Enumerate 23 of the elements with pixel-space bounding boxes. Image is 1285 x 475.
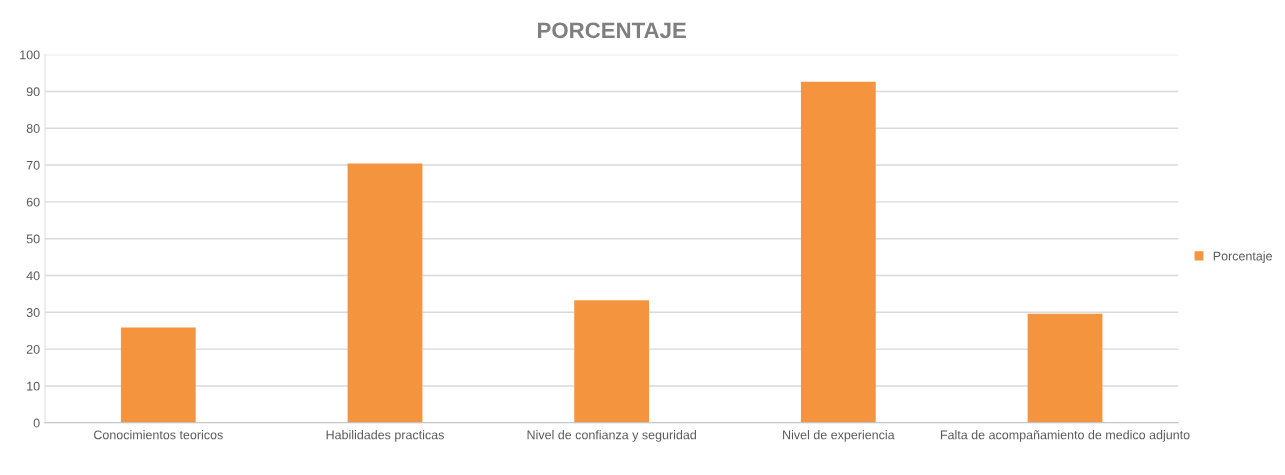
y-tick-label: 10: [27, 381, 40, 391]
y-tick-label: 50: [26, 234, 40, 244]
y-tick-label: 20: [26, 344, 40, 354]
x-tick-label: Habilidades practicas: [326, 430, 444, 442]
bar: [574, 300, 650, 423]
y-tick-label: 70: [26, 160, 40, 170]
y-tick-label: 80: [26, 124, 40, 133]
y-tick-label: 90: [26, 87, 40, 97]
chart-title: PORCENTAJE: [538, 22, 686, 39]
bar: [347, 163, 423, 423]
y-tick-label: 30: [26, 308, 40, 317]
x-tick-label: Conocimientos teoricos: [93, 430, 223, 440]
y-tick-label: 40: [26, 271, 40, 281]
y-tick-label: 0: [33, 418, 40, 428]
y-tick-label: 100: [20, 50, 40, 60]
bar: [800, 81, 876, 423]
y-tick-label: 60: [26, 197, 40, 207]
x-tick-label: Falta de acompañamiento de medico adjunto: [940, 430, 1190, 442]
bar: [1027, 313, 1103, 423]
x-tick-label: Nivel de experiencia: [783, 430, 895, 442]
bar: [120, 327, 196, 423]
x-tick-label: Nivel de confianza y seguridad: [527, 430, 696, 442]
legend-label: Porcentaje: [1213, 251, 1272, 263]
